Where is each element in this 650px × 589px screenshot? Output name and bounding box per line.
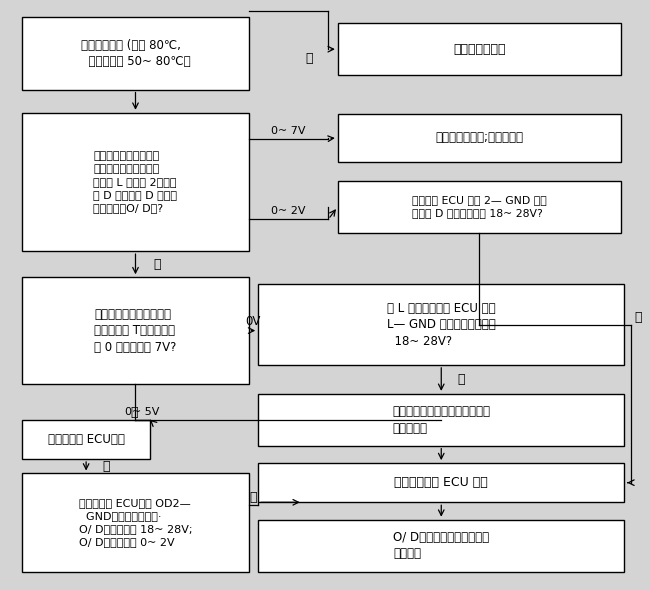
FancyBboxPatch shape (22, 18, 248, 90)
Text: 是: 是 (634, 311, 642, 324)
Text: 接好电磁阀插头，在行驶
时检查接头 T的电压是否
从 0 连续上升到 7V?: 接好电磁阀插头，在行驶 时检查接头 T的电压是否 从 0 连续上升到 7V? (94, 307, 177, 353)
Text: 取下电磁阀电线插头，
手动换档路试，当换挡
手柄由 L 位移到 2位再移
入 D 位时，在 D 位是否
升到超速（O/ D档?: 取下电磁阀电线插头， 手动换档路试，当换挡 手柄由 L 位移到 2位再移 入 D… (94, 151, 177, 213)
Text: 是: 是 (102, 460, 110, 473)
FancyBboxPatch shape (258, 463, 625, 502)
Text: 自动变速器故障: 自动变速器故障 (453, 42, 506, 56)
FancyBboxPatch shape (22, 277, 248, 384)
FancyBboxPatch shape (338, 114, 621, 162)
Text: O/ D开关或线束故障自动变
速器故障: O/ D开关或线束故障自动变 速器故障 (393, 531, 489, 560)
FancyBboxPatch shape (258, 519, 625, 571)
Text: 让发动机走热 (水温 80℃,
  变速器油温 50~ 80℃）: 让发动机走热 (水温 80℃, 变速器油温 50~ 80℃） (81, 39, 190, 68)
Text: 0~ 2V: 0~ 2V (271, 206, 306, 216)
Text: 空挡起动开关线路故障，空挡起
动开关故障: 空挡起动开关线路故障，空挡起 动开关故障 (392, 405, 490, 435)
Text: 0~ 5V: 0~ 5V (125, 407, 160, 417)
Text: 0V: 0V (246, 316, 261, 329)
Text: 0~ 7V: 0~ 7V (271, 125, 306, 135)
FancyBboxPatch shape (258, 284, 625, 365)
Text: 自动变速器 ECU接柱 OD2—
  GND间电压是否为：·
O/ D开关接通时 18~ 28V;
O/ D开关断开时 0~ 2V: 自动变速器 ECU接柱 OD2— GND间电压是否为：· O/ D开关接通时 1… (79, 498, 192, 547)
Text: 换一个变速器 ECU 再试: 换一个变速器 ECU 再试 (395, 476, 488, 489)
FancyBboxPatch shape (22, 420, 150, 459)
Text: 不: 不 (130, 406, 138, 419)
FancyBboxPatch shape (258, 394, 625, 446)
FancyBboxPatch shape (22, 112, 248, 251)
Text: 更换变速器 ECU再试: 更换变速器 ECU再试 (47, 433, 125, 446)
FancyBboxPatch shape (22, 474, 248, 571)
Text: 自动变速 ECU 接柱 2— GND 之间
电压在 D 区位时是否为 18~ 28V?: 自动变速 ECU 接柱 2— GND 之间 电压在 D 区位时是否为 18~ 2… (412, 196, 547, 218)
Text: 不: 不 (250, 491, 257, 504)
Text: 是: 是 (457, 373, 465, 386)
FancyBboxPatch shape (338, 181, 621, 233)
Text: 在 L 区位时变速器 ECU 接柱
L— GND 之间的电压是否为
  18~ 28V?: 在 L 区位时变速器 ECU 接柱 L— GND 之间的电压是否为 18~ 28… (387, 302, 496, 348)
Text: 是: 是 (153, 258, 161, 271)
Text: 自动变速器故障;电磁阀故障: 自动变速器故障;电磁阀故障 (436, 131, 523, 144)
Text: 不: 不 (306, 52, 313, 65)
FancyBboxPatch shape (338, 23, 621, 75)
